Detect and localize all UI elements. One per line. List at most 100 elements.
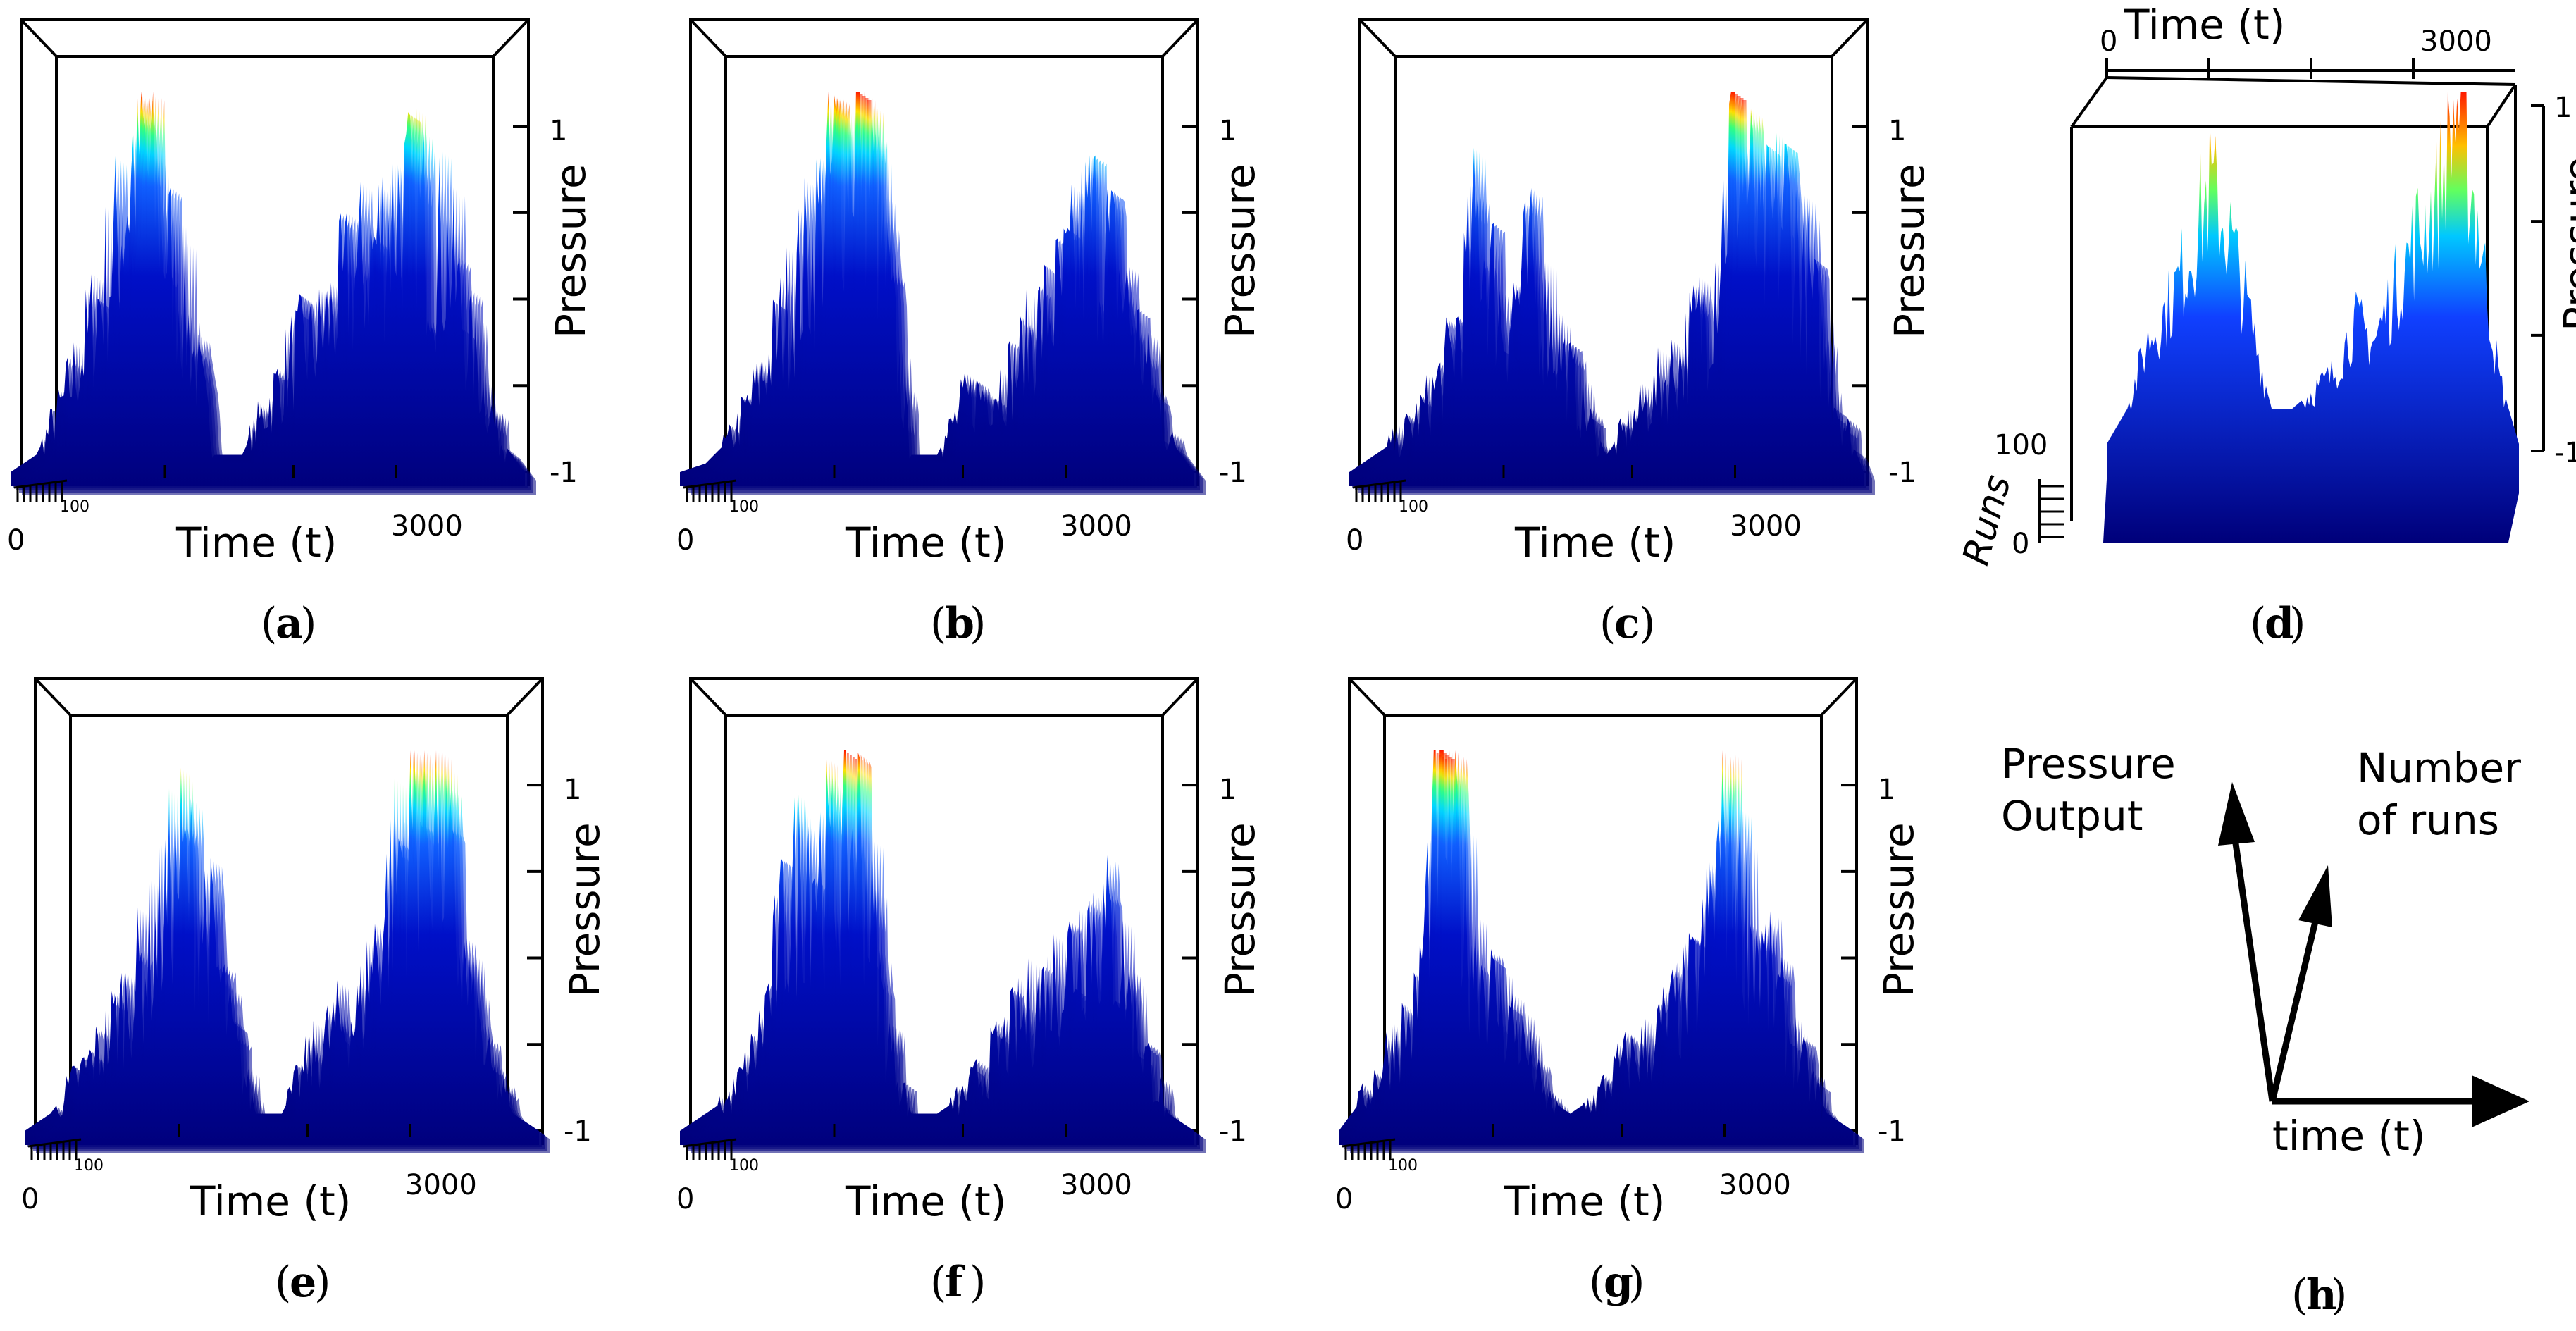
caption-letter: c xyxy=(1614,599,1640,648)
pressure-axis-label: Pressure xyxy=(2555,156,2576,331)
caption-open: ( xyxy=(1599,599,1616,648)
chart-panel-g: 1 -1 Pressure Time (t) 0 100 3000 (g) xyxy=(1335,677,1923,1307)
caption-close: ) xyxy=(970,599,986,648)
caption-close: ) xyxy=(1639,599,1655,648)
runs-axis-line xyxy=(683,1138,737,1148)
runs-axis-label: Runs xyxy=(1955,471,2019,569)
time-axis-label: Time (t) xyxy=(1514,519,1676,567)
pressure-surface-run-4 xyxy=(36,759,550,1153)
caption-d: (d) xyxy=(2250,599,2305,648)
y-tick-label-top: 1 xyxy=(564,774,581,806)
x-tick-label-end: 3000 xyxy=(391,510,463,543)
x-tick-label-start: 0 xyxy=(1335,1183,1353,1215)
pressure-axis-label: Pressure xyxy=(561,822,609,997)
caption-e: (e) xyxy=(275,1258,330,1307)
caption-c: (c) xyxy=(1599,599,1655,648)
caption-letter: a xyxy=(275,599,303,648)
caption-close: ) xyxy=(1628,1258,1645,1307)
runs-axis-line xyxy=(1342,1138,1396,1148)
plot-frame-edge-right xyxy=(1831,18,1869,58)
time-axis-label: Time (t) xyxy=(190,1177,351,1225)
caption-h-letter: h xyxy=(2306,1270,2337,1320)
caption-f: (f) xyxy=(930,1258,986,1307)
chart-panel-c: 1 -1 Pressure Time (t) 0 100 3000 (c) xyxy=(1346,18,1933,648)
pressure-axis-label: Pressure xyxy=(1216,163,1264,338)
caption-g: (g) xyxy=(1589,1258,1645,1307)
x-tick-label-end: 3000 xyxy=(1060,510,1132,543)
pressure-surface-run-4 xyxy=(691,759,1206,1153)
plot-frame-edge-left xyxy=(1358,18,1397,58)
caption-letter: g xyxy=(1604,1258,1633,1307)
caption-a: (a) xyxy=(261,599,316,648)
caption-letter: e xyxy=(290,1258,316,1307)
chart-panel-a: 1 -1 Pressure Time (t) 0 100 3000 (a) xyxy=(7,18,595,648)
plot-frame-edge-left xyxy=(34,677,72,717)
pressure-output-label-line2: Output xyxy=(2001,792,2143,840)
pressure-surface xyxy=(2103,92,2519,543)
chart-panel-b: 1 -1 Pressure Time (t) 0 100 3000 (b) xyxy=(676,18,1264,648)
runs-arrow-line xyxy=(2269,920,2319,1103)
time-axis-label: Time (t) xyxy=(175,519,337,567)
caption-open: ( xyxy=(930,1258,946,1307)
top-frame-left-edge xyxy=(2070,76,2108,128)
runs-tick-label: 100 xyxy=(729,498,759,516)
caption-close: ) xyxy=(2289,599,2305,648)
caption-close: ) xyxy=(314,1258,330,1307)
pressure-output-label-line1: Pressure xyxy=(2001,740,2176,788)
plot-frame-inner xyxy=(1394,55,1833,472)
runs-arrow-head xyxy=(2298,865,2332,927)
plot-frame-inner xyxy=(724,55,1164,472)
plot-frame-inner xyxy=(1383,714,1823,1131)
pressure-surface-run-4 xyxy=(1361,100,1875,495)
caption-close: ) xyxy=(970,1258,986,1307)
y-tick-label-top: 1 xyxy=(1219,774,1237,806)
pressure-axis-label: Pressure xyxy=(1885,163,1933,338)
x-tick-label-start: 0 xyxy=(2100,25,2117,58)
chart-panel-e: 1 -1 Pressure Time (t) 0 100 3000 (e) xyxy=(21,677,609,1307)
number-of-runs-label-line2: of runs xyxy=(2357,796,2499,844)
pressure-axis-label: Pressure xyxy=(1875,822,1923,997)
caption-open: ( xyxy=(930,599,946,648)
x-tick-label-end: 3000 xyxy=(2420,25,2492,58)
plot-frame-edge-left xyxy=(689,677,727,717)
y-tick-label-bottom: -1 xyxy=(564,1115,592,1148)
y-tick-label-bottom: -1 xyxy=(550,457,578,489)
y-tick-label-top: 1 xyxy=(550,115,567,147)
runs-axis-line xyxy=(1352,479,1406,489)
caption-letter: f xyxy=(945,1258,966,1307)
time-axis-label: Time (t) xyxy=(2124,1,2285,49)
plot-frame-edge-left xyxy=(20,18,58,58)
time-axis-label: Time (t) xyxy=(845,519,1006,567)
y-tick-label-bottom: -1 xyxy=(2554,437,2576,469)
pressure-axis-label: Pressure xyxy=(547,163,595,338)
pressure-surface-run-4 xyxy=(22,100,536,495)
runs-tick-label: 100 xyxy=(74,1157,104,1175)
y-tick-label-bottom: -1 xyxy=(1878,1115,1906,1148)
pressure-arrow-line xyxy=(2231,838,2276,1102)
caption-open: ( xyxy=(261,599,277,648)
runs-tick-label: 100 xyxy=(729,1157,759,1175)
caption-letter: d xyxy=(2265,599,2294,648)
caption-h-close: ) xyxy=(2331,1270,2347,1320)
time-axis-label: Time (t) xyxy=(1504,1177,1665,1225)
plot-frame-edge-right xyxy=(506,677,544,717)
runs-tick-label: 100 xyxy=(1399,498,1428,516)
plot-frame-inner xyxy=(55,55,495,472)
top-frame-back-edge xyxy=(2106,76,2516,86)
caption-h-open: ( xyxy=(2291,1270,2308,1320)
y-tick-label-top: 1 xyxy=(1878,774,1895,806)
y-tick-label-top: 1 xyxy=(1888,115,1906,147)
plot-frame-edge-left xyxy=(689,18,727,58)
x-tick-label-end: 3000 xyxy=(1060,1169,1132,1201)
runs-axis-line xyxy=(27,1138,82,1148)
runs-tick-label: 100 xyxy=(1388,1157,1418,1175)
x-tick-label-start: 0 xyxy=(676,1183,694,1215)
plot-frame-inner xyxy=(69,714,509,1131)
y-tick-label-top: 1 xyxy=(1219,115,1237,147)
time-axis-label: time (t) xyxy=(2272,1112,2425,1160)
y-tick-label-bottom: -1 xyxy=(1219,457,1247,489)
runs-axis-line xyxy=(683,479,737,489)
